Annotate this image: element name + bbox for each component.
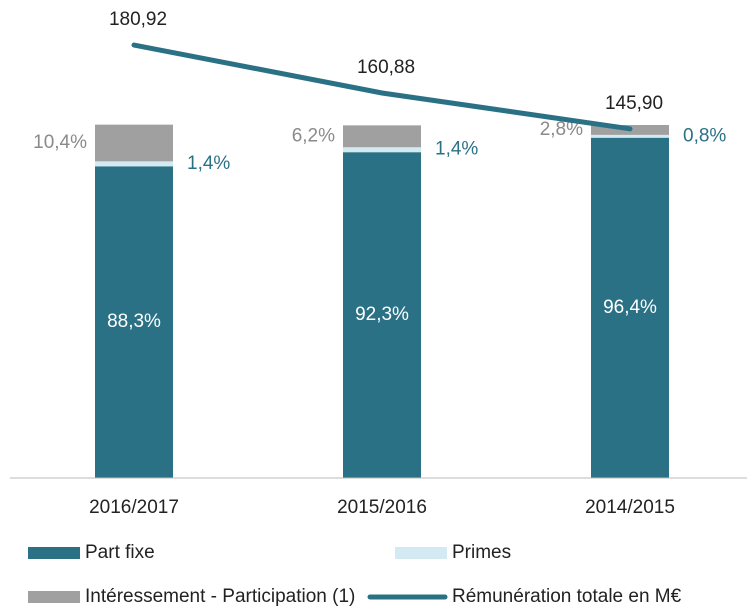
bar-segment: [343, 152, 421, 478]
x-tick-label: 2014/2015: [585, 497, 675, 518]
data-label: 96,4%: [603, 297, 657, 318]
data-label: 2,8%: [540, 119, 583, 140]
legend-label: Intéressement - Participation (1): [85, 586, 355, 606]
bar-segment: [95, 161, 173, 167]
data-label: 10,4%: [33, 132, 87, 153]
bar-segment: [591, 137, 669, 478]
data-label: 0,8%: [683, 125, 726, 146]
data-label: 145,90: [605, 93, 663, 114]
data-label: 1,4%: [187, 153, 230, 174]
data-label: 1,4%: [435, 139, 478, 160]
line: [131, 42, 633, 132]
data-label: 160,88: [357, 57, 415, 78]
legend-label: Primes: [452, 542, 511, 563]
legend-swatch: [28, 591, 80, 603]
data-label: 180,92: [109, 9, 167, 30]
bar-segment: [95, 124, 173, 162]
legend-label: Part fixe: [85, 542, 155, 563]
data-label: 92,3%: [355, 304, 409, 325]
bar-segment: [343, 125, 421, 148]
bar-segment: [591, 134, 669, 138]
legend-label: Rémunération totale en M€: [452, 586, 682, 606]
x-tick-label: 2016/2017: [89, 497, 179, 518]
bar-segment: [343, 147, 421, 153]
x-tick-label: 2015/2016: [337, 497, 427, 518]
data-label: 88,3%: [107, 311, 161, 332]
legend-swatch: [28, 547, 80, 559]
data-label: 6,2%: [292, 125, 335, 146]
legend-swatch: [395, 547, 447, 559]
bar-segment: [95, 166, 173, 478]
